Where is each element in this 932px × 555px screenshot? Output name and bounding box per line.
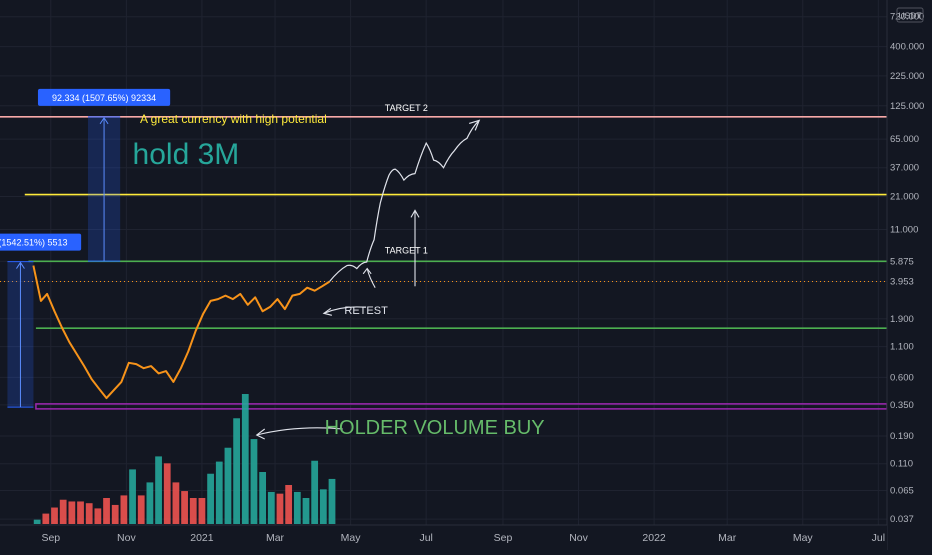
volume-bar: [302, 498, 310, 524]
y-tick-label: 0.600: [890, 372, 914, 383]
volume-bar: [51, 507, 58, 524]
retest-text: RETEST: [344, 305, 388, 317]
measure-label-box: [0, 233, 82, 251]
volume-bar: [94, 508, 102, 524]
currency-box: [896, 7, 924, 23]
volume-bar: [33, 519, 41, 524]
volume-bar: [163, 463, 171, 524]
y-tick-label: 0.350: [890, 400, 914, 411]
y-tick-label: 0.190: [890, 431, 914, 442]
volume-bar: [59, 499, 67, 524]
measure-arrow-head: [99, 116, 109, 125]
price-line[interactable]: [32, 265, 331, 400]
x-tick-label: Mar: [718, 532, 737, 544]
time-axis[interactable]: [0, 525, 887, 550]
y-tick-label: 225.000: [890, 71, 924, 82]
volume-bar: [68, 501, 76, 524]
volume-bar: [319, 489, 327, 524]
volume-bar: [276, 493, 284, 524]
price-axis[interactable]: [887, 0, 932, 550]
x-tick-label: 2022: [642, 532, 666, 544]
volume-bar: [181, 491, 188, 524]
x-tick-label: 2021: [190, 532, 214, 544]
y-tick-label: 0.037: [890, 514, 914, 525]
y-tick-label: 3.953: [890, 277, 914, 288]
volume-bar: [129, 469, 136, 524]
volume-bar: [241, 394, 249, 524]
x-tick-label: Sep: [41, 532, 60, 544]
projection-curve[interactable]: [329, 120, 479, 282]
volume-bar: [189, 498, 197, 524]
volume-bar: [137, 495, 145, 524]
target2-label: TARGET 2: [385, 103, 428, 113]
x-tick-label: Jul: [419, 532, 432, 544]
y-tick-label: 1.900: [890, 314, 914, 325]
up-arrow-head: [410, 209, 420, 218]
measure-arrow-head: [16, 261, 25, 269]
retest-curve-arrow-head: [362, 267, 372, 275]
volume-bar: [77, 501, 84, 524]
volume-bar: [207, 473, 214, 524]
target1-label: TARGET 1: [385, 245, 428, 255]
volume-bar: [215, 461, 223, 524]
currency-label: USDT: [898, 11, 921, 21]
x-tick-label: May: [793, 532, 814, 544]
x-tick-label: Mar: [266, 532, 285, 544]
volume-bar: [155, 456, 162, 524]
y-tick-label: 11.000: [890, 224, 918, 235]
volume-bar: [198, 498, 206, 524]
volume-bar: [146, 482, 154, 524]
volume-bar: [328, 478, 336, 524]
volume-bar: [250, 439, 258, 524]
volume-bar: [111, 504, 119, 524]
y-tick-label: 720.000: [890, 12, 924, 23]
measure-label-box: [37, 88, 171, 106]
volume-bar: [311, 460, 319, 524]
tagline-text: A great currency with high potential: [140, 112, 327, 126]
measure-label: 92.334 (1507.65%) 92334: [52, 93, 156, 103]
y-tick-label: 21.000: [890, 192, 919, 203]
volume-bar: [224, 447, 232, 524]
retest-arrow: [323, 306, 366, 314]
volume-bar: [103, 498, 110, 524]
volume-bar: [233, 418, 240, 524]
volume-arrow-head: [255, 428, 266, 440]
volume-bar: [285, 485, 293, 524]
volume-bar: [85, 503, 93, 524]
y-tick-label: 37.000: [890, 163, 919, 174]
volume-bar: [42, 513, 50, 524]
retest-arrow-head: [322, 307, 332, 316]
y-tick-label: 400.000: [890, 42, 924, 53]
y-tick-label: 1.100: [890, 342, 914, 353]
hold-text: hold 3M: [133, 138, 240, 171]
y-tick-label: 65.000: [890, 134, 919, 145]
holder-volume-text: HOLDER VOLUME BUY: [325, 417, 545, 439]
x-tick-label: Nov: [569, 532, 588, 544]
volume-bar: [120, 495, 128, 524]
x-tick-label: May: [341, 532, 362, 544]
volume-bar: [172, 482, 180, 524]
volume-bar: [293, 491, 301, 524]
y-tick-label: 0.110: [890, 459, 913, 470]
projection-arrow-head: [469, 119, 481, 131]
volume-arrow: [256, 427, 343, 436]
measure-label: 5.513 (1542.51%) 5513: [0, 238, 67, 248]
y-tick-label: 5.875: [890, 256, 914, 267]
y-tick-label: 0.065: [890, 486, 914, 497]
volume-bar: [259, 472, 267, 524]
volume-bar: [267, 491, 275, 524]
x-tick-label: Jul: [872, 532, 885, 544]
x-tick-label: Nov: [117, 532, 136, 544]
y-tick-label: 125.000: [890, 101, 924, 112]
retest-curve-arrow: [366, 268, 376, 288]
x-tick-label: Sep: [494, 532, 513, 544]
